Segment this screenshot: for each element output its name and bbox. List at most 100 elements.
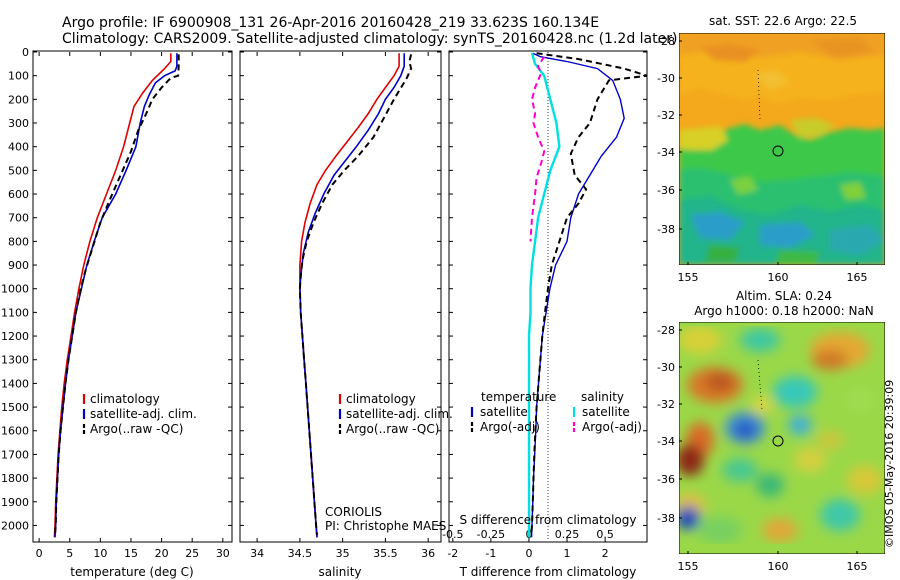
salinity-x-axis: 34 34.5 35 35.5 36 [250, 52, 435, 560]
depth-tick-label: 1000 [1, 283, 29, 296]
legend-label: Argo(-adj) [480, 420, 540, 434]
depth-tick-label: 1400 [1, 377, 29, 390]
series-line-1 [299, 53, 405, 538]
lat-tick-label: -34 [657, 146, 675, 159]
difference-series-line-0 [530, 52, 625, 538]
t-tick-label: 1 [564, 547, 571, 560]
temperature-x-label: temperature (deg C) [70, 565, 193, 579]
depth-tick-label: 800 [8, 235, 29, 248]
legend-label: satellite-adj. clim. [346, 407, 453, 421]
t-tick-label: -2 [447, 547, 458, 560]
depth-tick-label: 1500 [1, 401, 29, 414]
header-title-line1: Argo profile: IF 6900908_131 26-Apr-2016… [62, 15, 599, 31]
sst-map-title: sat. SST: 22.6 Argo: 22.5 [709, 14, 857, 28]
temperature-panel: 0100200300400500600700800900100011001200… [1, 46, 233, 579]
legend-label: satellite [582, 405, 630, 419]
series-line-0 [53, 53, 172, 538]
x-tick-label: 25 [185, 547, 199, 560]
depth-tick-label: 600 [8, 188, 29, 201]
x-tick-label: 20 [155, 547, 169, 560]
depth-tick-label: 1300 [1, 354, 29, 367]
x-tick-label: 36 [421, 547, 435, 560]
t-tick-label: 0 [525, 547, 532, 560]
legend-label: climatology [346, 392, 416, 406]
lon-tick-label: 155 [678, 271, 699, 284]
legend-label: climatology [90, 392, 160, 406]
salinity-x-label: salinity [318, 565, 361, 579]
difference-depth-ticks [449, 51, 647, 526]
lat-tick-label: -28 [657, 324, 675, 337]
x-tick-label: 15 [124, 547, 138, 560]
x-tick-label: 35 [336, 547, 350, 560]
depth-tick-label: 1600 [1, 425, 29, 438]
depth-tick-label: 1200 [1, 330, 29, 343]
sst-map-image [679, 33, 885, 265]
depth-tick-label: 700 [8, 212, 29, 225]
difference-x-axis: -2 -1 0 1 2-0.5 -0.25 0 0.25 0.5 [442, 528, 614, 560]
lat-tick-label: -32 [657, 398, 675, 411]
pi-label: PI: Christophe MAES [325, 519, 446, 533]
x-tick-label: 10 [93, 547, 107, 560]
temperature-axes-frame [32, 50, 233, 543]
x-tick-label: 34 [250, 547, 264, 560]
x-tick-label: 30 [216, 547, 230, 560]
lat-tick-label: -32 [657, 109, 675, 122]
sla-map-panel: Altim. SLA: 0.24 Argo h1000: 0.18 h2000:… [657, 289, 885, 573]
s-difference-label: S difference from climatology [460, 513, 637, 527]
lon-tick-label: 160 [768, 560, 789, 573]
depth-tick-label: 500 [8, 164, 29, 177]
difference-series-line-1 [530, 52, 648, 535]
s-tick-label: -0.25 [477, 528, 505, 541]
series-line-2 [54, 54, 180, 535]
sst-lon-axis: 155 160 165 [678, 262, 868, 284]
sla-lon-axis: 155 160 165 [678, 551, 868, 573]
legend-label: Argo(..raw -QC) [346, 422, 439, 436]
depth-tick-label: 1700 [1, 448, 29, 461]
x-tick-label: 5 [66, 547, 73, 560]
lon-tick-label: 165 [847, 271, 868, 284]
lat-tick-label: -28 [657, 35, 675, 48]
legend-title-salinity: salinity [581, 390, 624, 404]
sst-map-panel: sat. SST: 22.6 Argo: 22.5 [657, 14, 885, 284]
depth-tick-label: 300 [8, 117, 29, 130]
sla-map-image [679, 322, 885, 554]
t-tick-label: -1 [485, 547, 496, 560]
salinity-series [298, 53, 413, 538]
sla-argo-location-marker [772, 435, 784, 447]
lon-tick-label: 155 [678, 560, 699, 573]
series-line-2 [298, 54, 413, 535]
difference-series [527, 52, 648, 538]
depth-tick-label: 1100 [1, 306, 29, 319]
sla-lat-axis: -28 -30 -32 -34 -36 -38 [657, 324, 682, 525]
temperature-x-axis: 0 5 10 15 20 25 30 [36, 52, 230, 560]
legend-title-temperature: temperature [481, 390, 556, 404]
sst-lat-axis: -28 -30 -32 -34 -36 -38 [657, 35, 682, 236]
depth-tick-label: 2000 [1, 519, 29, 532]
lat-tick-label: -36 [657, 473, 675, 486]
depth-tick-label: 1800 [1, 472, 29, 485]
coriolis-label: CORIOLIS [325, 505, 382, 519]
s-tick-label: -0.5 [442, 528, 463, 541]
legend-label: Argo(-adj) [582, 420, 642, 434]
legend-label: Argo(..raw -QC) [90, 422, 183, 436]
difference-axes-frame [448, 50, 648, 543]
series-line-0 [299, 53, 400, 538]
lon-tick-label: 165 [847, 560, 868, 573]
t-difference-label: T difference from climatology [459, 565, 637, 579]
x-tick-label: 0 [36, 547, 43, 560]
lat-tick-label: -30 [657, 361, 675, 374]
depth-tick-label: 100 [8, 70, 29, 83]
t-tick-label: 2 [602, 547, 609, 560]
depth-tick-label: 0 [22, 46, 29, 59]
header-title-line2: Climatology: CARS2009. Satellite-adjuste… [62, 31, 677, 47]
depth-tick-label: 200 [8, 93, 29, 106]
s-tick-label: 0.25 [555, 528, 580, 541]
depth-axis: 0 100 200 300 400 500 600 700 800 900 1000 1100 1200… [1, 46, 232, 532]
sla-map-subtitle: Argo h1000: 0.18 h2000: NaN [694, 304, 874, 318]
lat-tick-label: -30 [657, 72, 675, 85]
lat-tick-label: -38 [657, 512, 675, 525]
